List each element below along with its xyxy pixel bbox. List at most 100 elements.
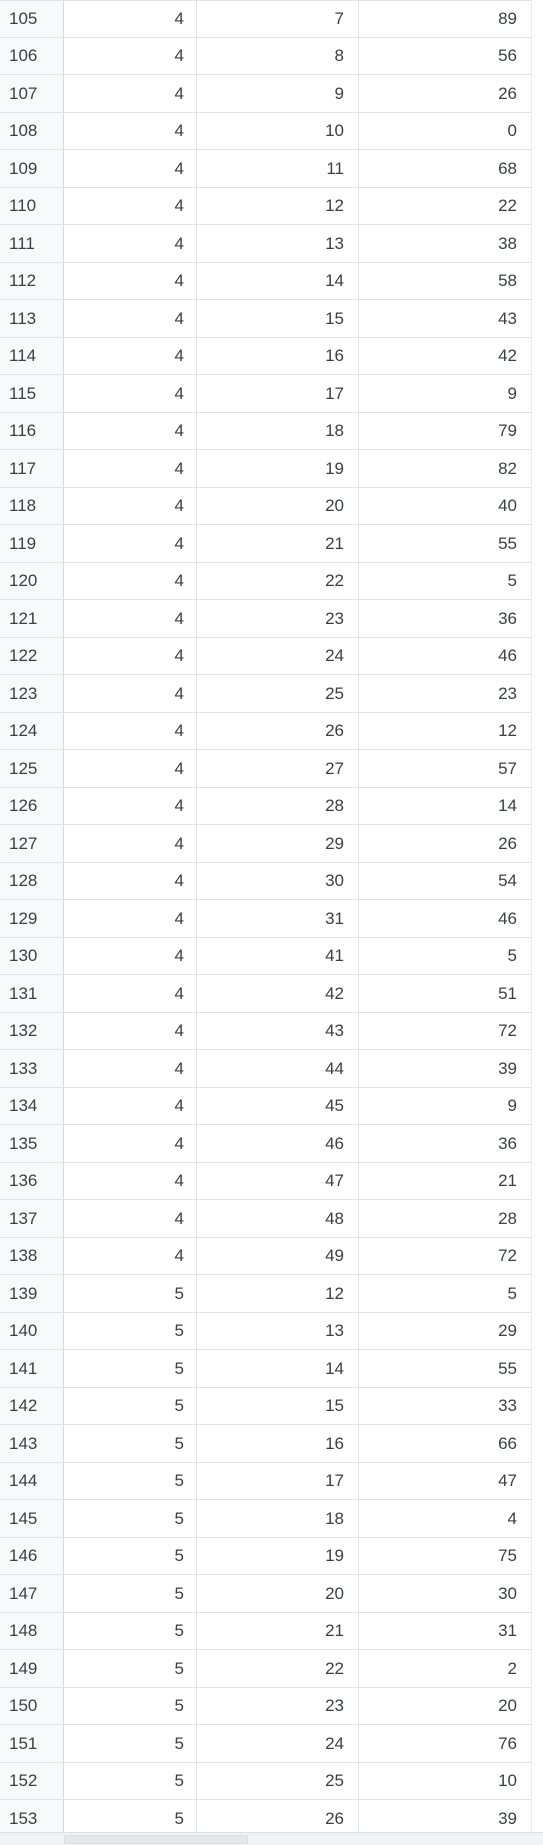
grid-cell[interactable]: 48 <box>197 1200 359 1237</box>
grid-cell[interactable]: 57 <box>498 758 517 778</box>
grid-cell[interactable]: 14 <box>498 796 517 816</box>
grid-cell[interactable]: 5 <box>64 1725 197 1762</box>
row-header-cell[interactable]: 140 <box>0 1312 64 1349</box>
grid-cell[interactable]: 12 <box>197 187 359 224</box>
row-header-cell[interactable]: 118 <box>0 487 64 524</box>
grid-cell[interactable]: 89 <box>498 9 517 29</box>
grid-cell[interactable]: 22 <box>197 1650 359 1687</box>
grid-cell[interactable]: 10 <box>498 1771 517 1791</box>
grid-cell[interactable]: 36 <box>498 608 517 628</box>
grid-cell[interactable]: 4 <box>64 787 197 824</box>
grid-cell[interactable]: 4 <box>64 1050 197 1087</box>
grid-cell[interactable]: 12 <box>197 1275 359 1312</box>
row-header-cell[interactable]: 153 <box>0 1800 64 1837</box>
grid-cell[interactable]: 27 <box>197 750 359 787</box>
grid-cell[interactable]: 0 <box>507 121 517 141</box>
grid-cell[interactable]: 4 <box>64 1012 197 1049</box>
row-header-cell[interactable]: 131 <box>0 975 64 1012</box>
grid-cell[interactable]: 18 <box>197 412 359 449</box>
grid-cell[interactable]: 21 <box>197 1612 359 1649</box>
grid-cell[interactable]: 4 <box>64 600 197 637</box>
row-header-cell[interactable]: 123 <box>0 675 64 712</box>
grid-cell[interactable]: 26 <box>498 833 517 853</box>
row-header-cell[interactable]: 144 <box>0 1462 64 1499</box>
row-header-cell[interactable]: 147 <box>0 1575 64 1612</box>
grid-cell[interactable]: 29 <box>498 1321 517 1341</box>
grid-cell[interactable]: 4 <box>64 637 197 674</box>
grid-cell[interactable]: 14 <box>197 262 359 299</box>
grid-cell[interactable]: 4 <box>64 375 197 412</box>
grid-cell[interactable]: 4 <box>64 975 197 1012</box>
grid-cell[interactable]: 79 <box>498 421 517 441</box>
grid-cell[interactable]: 20 <box>498 1696 517 1716</box>
grid-cell[interactable]: 31 <box>498 1621 517 1641</box>
row-header-cell[interactable]: 124 <box>0 712 64 749</box>
grid-cell[interactable]: 5 <box>64 1312 197 1349</box>
grid-cell[interactable]: 5 <box>64 1350 197 1387</box>
grid-cell[interactable]: 72 <box>498 1021 517 1041</box>
grid-cell[interactable]: 4 <box>64 150 197 187</box>
row-header-cell[interactable]: 129 <box>0 900 64 937</box>
grid-cell[interactable]: 47 <box>498 1471 517 1491</box>
grid-cell[interactable]: 75 <box>498 1546 517 1566</box>
grid-cell[interactable]: 4 <box>64 1237 197 1274</box>
grid-cell[interactable]: 42 <box>197 975 359 1012</box>
grid-cell[interactable]: 4 <box>64 525 197 562</box>
grid-cell[interactable]: 26 <box>197 712 359 749</box>
row-header-cell[interactable]: 105 <box>0 1 64 37</box>
grid-cell[interactable]: 5 <box>64 1462 197 1499</box>
grid-cell[interactable]: 7 <box>197 1 359 37</box>
grid-cell[interactable]: 29 <box>197 825 359 862</box>
row-header-cell[interactable]: 150 <box>0 1687 64 1724</box>
row-header-cell[interactable]: 115 <box>0 375 64 412</box>
grid-cell[interactable]: 72 <box>498 1246 517 1266</box>
row-header-cell[interactable]: 132 <box>0 1012 64 1049</box>
grid-cell[interactable]: 20 <box>197 1575 359 1612</box>
grid-cell[interactable]: 4 <box>64 450 197 487</box>
row-header-cell[interactable]: 117 <box>0 450 64 487</box>
grid-cell[interactable]: 56 <box>498 46 517 66</box>
row-header-cell[interactable]: 110 <box>0 187 64 224</box>
grid-cell[interactable]: 25 <box>197 1762 359 1799</box>
row-header-cell[interactable]: 141 <box>0 1350 64 1387</box>
row-header-cell[interactable]: 145 <box>0 1500 64 1537</box>
grid-cell[interactable]: 51 <box>498 983 517 1003</box>
grid-cell[interactable]: 4 <box>64 712 197 749</box>
grid-cell[interactable]: 33 <box>498 1396 517 1416</box>
row-header-cell[interactable]: 126 <box>0 787 64 824</box>
row-header-cell[interactable]: 142 <box>0 1387 64 1424</box>
grid-cell[interactable]: 14 <box>197 1350 359 1387</box>
grid-cell[interactable]: 28 <box>197 787 359 824</box>
row-header-cell[interactable]: 143 <box>0 1425 64 1462</box>
grid-cell[interactable]: 21 <box>498 1171 517 1191</box>
grid-cell[interactable]: 46 <box>498 908 517 928</box>
grid-cell[interactable]: 20 <box>197 487 359 524</box>
grid-cell[interactable]: 4 <box>64 1087 197 1124</box>
grid-cell[interactable]: 41 <box>197 937 359 974</box>
grid-cell[interactable]: 16 <box>197 1425 359 1462</box>
grid-cell[interactable]: 4 <box>64 900 197 937</box>
grid-cell[interactable]: 4 <box>64 262 197 299</box>
grid-cell[interactable]: 15 <box>197 300 359 337</box>
row-header-cell[interactable]: 109 <box>0 150 64 187</box>
grid-cell[interactable]: 22 <box>197 562 359 599</box>
grid-cell[interactable]: 17 <box>197 1462 359 1499</box>
grid-cell[interactable]: 13 <box>197 225 359 262</box>
grid-cell[interactable]: 39 <box>498 1058 517 1078</box>
grid-cell[interactable]: 4 <box>64 750 197 787</box>
horizontal-scrollbar[interactable] <box>0 1832 543 1845</box>
grid-cell[interactable]: 28 <box>498 1208 517 1228</box>
grid-cell[interactable]: 42 <box>498 346 517 366</box>
row-header-cell[interactable]: 146 <box>0 1537 64 1574</box>
row-header-cell[interactable]: 133 <box>0 1050 64 1087</box>
grid-cell[interactable]: 36 <box>498 1133 517 1153</box>
grid-cell[interactable]: 38 <box>498 233 517 253</box>
grid-cell[interactable]: 4 <box>64 412 197 449</box>
grid-cell[interactable]: 4 <box>64 75 197 112</box>
row-header-cell[interactable]: 119 <box>0 525 64 562</box>
grid-cell[interactable]: 4 <box>507 1508 517 1528</box>
grid-cell[interactable]: 31 <box>197 900 359 937</box>
grid-cell[interactable]: 9 <box>197 75 359 112</box>
grid-cell[interactable]: 26 <box>197 1800 359 1837</box>
grid-cell[interactable]: 5 <box>64 1800 197 1837</box>
